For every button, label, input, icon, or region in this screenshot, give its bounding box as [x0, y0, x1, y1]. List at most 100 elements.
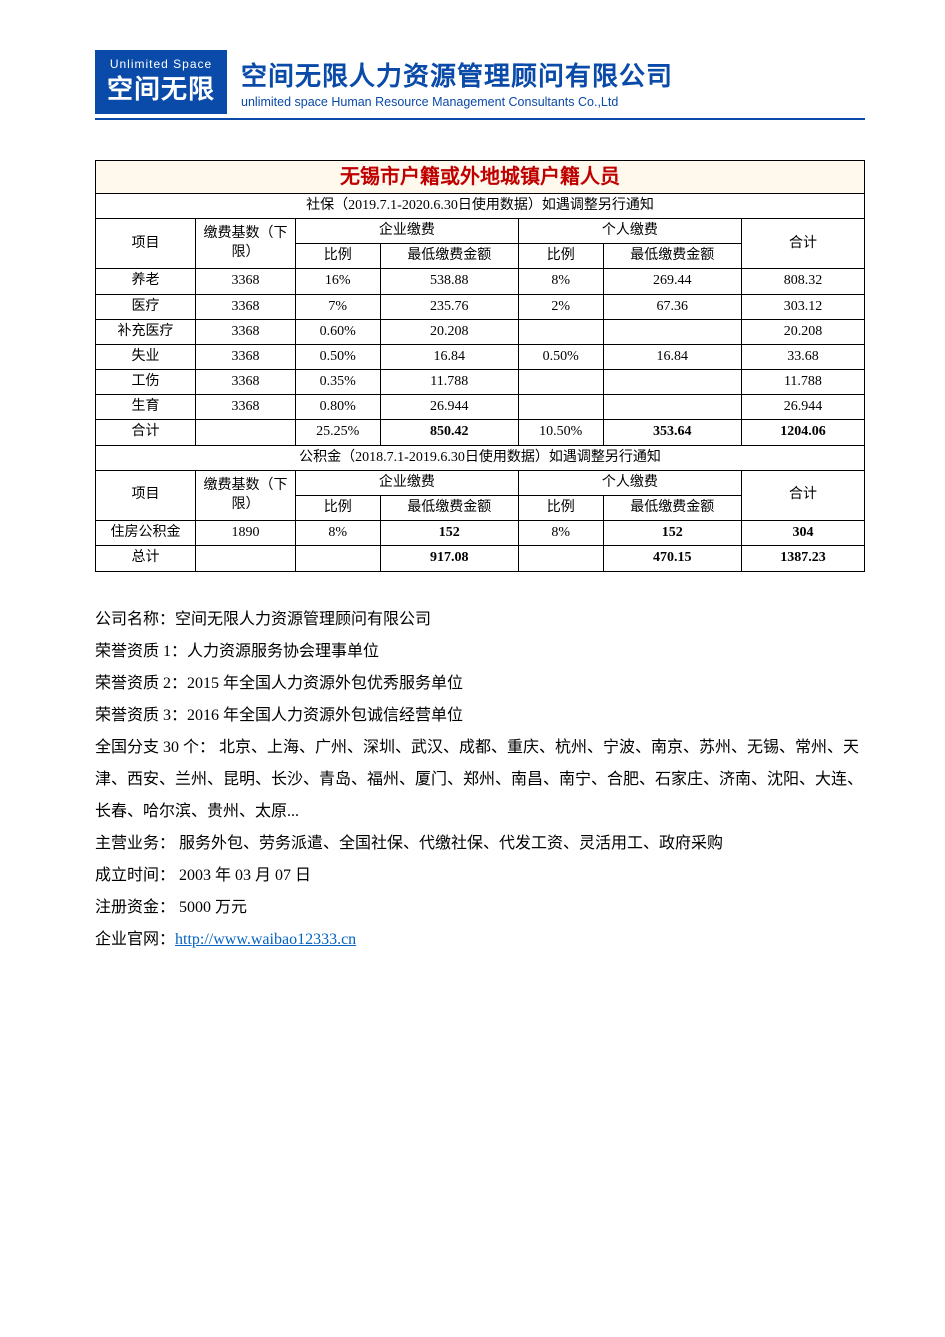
row-sum: 20.208	[741, 319, 864, 344]
row-cr: 0.80%	[295, 395, 380, 420]
row-item: 工伤	[96, 370, 196, 395]
row-item: 失业	[96, 344, 196, 369]
row-ir: 0.50%	[518, 344, 603, 369]
total-sum: 1204.06	[741, 420, 864, 445]
row-cm: 20.208	[380, 319, 518, 344]
logo-box: Unlimited Space 空间无限	[95, 50, 227, 114]
info-line: 全国分支 30 个： 北京、上海、广州、深圳、武汉、成都、重庆、杭州、宁波、南京…	[95, 732, 865, 828]
frow-cm: 152	[380, 521, 518, 546]
row-sum: 11.788	[741, 370, 864, 395]
total-base	[195, 420, 295, 445]
row-im: 269.44	[603, 269, 741, 294]
row-ir	[518, 370, 603, 395]
row-base: 3368	[195, 395, 295, 420]
row-im: 16.84	[603, 344, 741, 369]
grand-ir	[518, 546, 603, 571]
fhdr-indiv: 个人缴费	[518, 470, 741, 495]
row-sum: 26.944	[741, 395, 864, 420]
row-ir: 2%	[518, 294, 603, 319]
social-note: 社保（2019.7.1-2020.6.30日使用数据）如遇调整另行通知	[96, 193, 865, 218]
row-base: 3368	[195, 269, 295, 294]
info-line: 成立时间： 2003 年 03 月 07 日	[95, 860, 865, 892]
hdr-cm: 最低缴费金额	[380, 244, 518, 269]
total-cr: 25.25%	[295, 420, 380, 445]
hdr-indiv: 个人缴费	[518, 218, 741, 243]
row-cm: 26.944	[380, 395, 518, 420]
row-item: 医疗	[96, 294, 196, 319]
row-ir: 8%	[518, 269, 603, 294]
grand-im: 470.15	[603, 546, 741, 571]
row-cr: 7%	[295, 294, 380, 319]
hdr-sum: 合计	[741, 218, 864, 268]
total-ir: 10.50%	[518, 420, 603, 445]
frow-im: 152	[603, 521, 741, 546]
row-ir	[518, 395, 603, 420]
row-item: 补充医疗	[96, 319, 196, 344]
grand-cm: 917.08	[380, 546, 518, 571]
total-item: 合计	[96, 420, 196, 445]
row-base: 3368	[195, 319, 295, 344]
row-base: 3368	[195, 344, 295, 369]
row-cm: 235.76	[380, 294, 518, 319]
company-subtitle: unlimited space Human Resource Managemen…	[241, 95, 673, 109]
grand-sum: 1387.23	[741, 546, 864, 571]
total-im: 353.64	[603, 420, 741, 445]
row-sum: 808.32	[741, 269, 864, 294]
fhdr-ir: 比例	[518, 496, 603, 521]
row-cm: 16.84	[380, 344, 518, 369]
info-line: 荣誉资质 1：人力资源服务协会理事单位	[95, 636, 865, 668]
company-info: 公司名称：空间无限人力资源管理顾问有限公司荣誉资质 1：人力资源服务协会理事单位…	[95, 604, 865, 956]
frow-ir: 8%	[518, 521, 603, 546]
fhdr-im: 最低缴费金额	[603, 496, 741, 521]
frow-base: 1890	[195, 521, 295, 546]
frow-sum: 304	[741, 521, 864, 546]
row-base: 3368	[195, 370, 295, 395]
row-sum: 33.68	[741, 344, 864, 369]
info-website-line: 企业官网：http://www.waibao12333.cn	[95, 924, 865, 956]
insurance-table: 无锡市户籍或外地城镇户籍人员社保（2019.7.1-2020.6.30日使用数据…	[95, 160, 865, 572]
fhdr-cr: 比例	[295, 496, 380, 521]
hdr-base: 缴费基数（下限）	[195, 218, 295, 268]
total-cm: 850.42	[380, 420, 518, 445]
fhdr-base: 缴费基数（下限）	[195, 470, 295, 520]
row-item: 养老	[96, 269, 196, 294]
row-cr: 0.60%	[295, 319, 380, 344]
fhdr-item: 项目	[96, 470, 196, 520]
fund-note: 公积金（2018.7.1-2019.6.30日使用数据）如遇调整另行通知	[96, 445, 865, 470]
row-im	[603, 319, 741, 344]
hdr-corp: 企业缴费	[295, 218, 518, 243]
header-bar: Unlimited Space 空间无限 空间无限人力资源管理顾问有限公司 un…	[95, 50, 865, 120]
row-ir	[518, 319, 603, 344]
row-im: 67.36	[603, 294, 741, 319]
row-cm: 11.788	[380, 370, 518, 395]
fhdr-cm: 最低缴费金额	[380, 496, 518, 521]
website-label: 企业官网：	[95, 931, 175, 948]
logo-en: Unlimited Space	[107, 58, 215, 71]
frow-cr: 8%	[295, 521, 380, 546]
logo-cn: 空间无限	[107, 75, 215, 104]
fhdr-sum: 合计	[741, 470, 864, 520]
row-item: 生育	[96, 395, 196, 420]
info-line: 主营业务： 服务外包、劳务派遣、全国社保、代缴社保、代发工资、灵活用工、政府采购	[95, 828, 865, 860]
grand-item: 总计	[96, 546, 196, 571]
info-line: 荣誉资质 2：2015 年全国人力资源外包优秀服务单位	[95, 668, 865, 700]
hdr-im: 最低缴费金额	[603, 244, 741, 269]
hdr-cr: 比例	[295, 244, 380, 269]
table-title: 无锡市户籍或外地城镇户籍人员	[96, 160, 865, 193]
row-im	[603, 370, 741, 395]
row-cr: 16%	[295, 269, 380, 294]
info-line: 注册资金： 5000 万元	[95, 892, 865, 924]
grand-base	[195, 546, 295, 571]
info-line: 公司名称：空间无限人力资源管理顾问有限公司	[95, 604, 865, 636]
company-title: 空间无限人力资源管理顾问有限公司	[241, 56, 673, 93]
row-sum: 303.12	[741, 294, 864, 319]
hdr-ir: 比例	[518, 244, 603, 269]
hdr-item: 项目	[96, 218, 196, 268]
frow-item: 住房公积金	[96, 521, 196, 546]
row-base: 3368	[195, 294, 295, 319]
website-link[interactable]: http://www.waibao12333.cn	[175, 931, 356, 948]
row-cr: 0.35%	[295, 370, 380, 395]
row-im	[603, 395, 741, 420]
grand-cr	[295, 546, 380, 571]
logo-texts: 空间无限人力资源管理顾问有限公司 unlimited space Human R…	[241, 54, 673, 109]
